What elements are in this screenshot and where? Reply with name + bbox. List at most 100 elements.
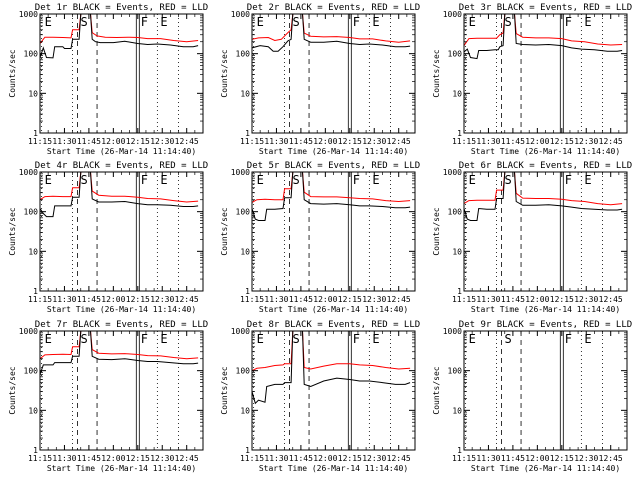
- x-tick-label: 11:45: [289, 454, 313, 463]
- marker-label: E: [469, 332, 476, 346]
- y-tick-label: 10: [240, 406, 250, 415]
- y-tick-label: 1: [457, 446, 462, 455]
- marker-label: E: [45, 332, 52, 346]
- plot-frame: [251, 171, 416, 292]
- x-tick-label: 12:15: [550, 137, 574, 146]
- panel-title: Det 2r BLACK = Events, RED = LLD: [247, 3, 420, 13]
- y-tick-label: 10: [240, 89, 250, 98]
- y-tick-label: 1000: [19, 10, 38, 19]
- lld-series-line: [464, 14, 623, 46]
- plot-frame: [251, 330, 416, 451]
- lld-series-line: [252, 331, 411, 372]
- marker-label: E: [257, 15, 264, 29]
- x-tick-label: 12:00: [101, 137, 125, 146]
- lld-series-line: [40, 172, 199, 203]
- x-tick-label: 11:30: [476, 295, 500, 304]
- y-tick-label: 1: [245, 446, 250, 455]
- y-tick-label: 1000: [443, 10, 462, 19]
- events-series-line: [252, 14, 411, 52]
- x-tick-label: 11:15: [240, 137, 264, 146]
- marker-label: S: [292, 15, 299, 29]
- y-axis-label: Counts/sec: [220, 366, 229, 414]
- x-tick-label: 12:00: [525, 454, 549, 463]
- y-axis-label: Counts/sec: [220, 49, 229, 97]
- marker-label: F: [141, 15, 148, 29]
- x-tick-label: 11:30: [52, 137, 76, 146]
- marker-label: S: [80, 15, 87, 29]
- x-tick-label: 12:15: [126, 454, 150, 463]
- y-axis-label: Counts/sec: [432, 207, 441, 255]
- y-axis-label: Counts/sec: [432, 49, 441, 97]
- x-axis-label: Start Time (26-Mar-14 11:14:40): [471, 147, 620, 156]
- y-tick-label: 1: [33, 287, 38, 296]
- y-axis-label: Counts/sec: [220, 207, 229, 255]
- marker-label: E: [257, 332, 264, 346]
- marker-label: F: [565, 15, 572, 29]
- x-tick-label: 11:45: [501, 137, 525, 146]
- y-tick-label: 100: [24, 367, 39, 376]
- x-tick-label: 12:00: [313, 137, 337, 146]
- x-tick-label: 12:00: [313, 454, 337, 463]
- x-tick-label: 12:00: [313, 295, 337, 304]
- events-series-line: [464, 172, 623, 221]
- marker-label: S: [504, 173, 511, 187]
- x-axis-label: Start Time (26-Mar-14 11:14:40): [471, 305, 620, 314]
- marker-label: E: [372, 173, 379, 187]
- plot-frame: [39, 13, 204, 134]
- x-tick-label: 12:45: [387, 295, 411, 304]
- y-tick-label: 1: [245, 287, 250, 296]
- events-series-line: [40, 172, 199, 218]
- marker-label: E: [160, 332, 167, 346]
- x-axis-label: Start Time (26-Mar-14 11:14:40): [47, 464, 196, 473]
- x-tick-label: 12:45: [387, 454, 411, 463]
- lld-series-line: [252, 14, 411, 43]
- marker-label: E: [469, 173, 476, 187]
- events-series-line: [40, 331, 199, 375]
- marker-label: S: [80, 173, 87, 187]
- marker-label: F: [141, 332, 148, 346]
- x-axis-label: Start Time (26-Mar-14 11:14:40): [471, 464, 620, 473]
- marker-label: S: [292, 332, 299, 346]
- x-tick-label: 12:30: [362, 295, 386, 304]
- x-tick-label: 11:30: [476, 454, 500, 463]
- panel-title: Det 6r BLACK = Events, RED = LLD: [459, 161, 632, 171]
- y-tick-label: 1000: [231, 168, 250, 177]
- x-tick-label: 12:45: [175, 137, 199, 146]
- x-tick-label: 12:15: [338, 454, 362, 463]
- x-tick-label: 11:30: [264, 454, 288, 463]
- marker-label: E: [584, 173, 591, 187]
- marker-label: E: [160, 15, 167, 29]
- y-tick-label: 100: [236, 50, 251, 59]
- y-tick-label: 1: [457, 287, 462, 296]
- lld-series-line: [40, 14, 199, 44]
- x-tick-label: 11:15: [28, 454, 52, 463]
- y-tick-label: 100: [24, 208, 39, 217]
- events-series-line: [252, 172, 411, 221]
- x-tick-label: 11:15: [28, 295, 52, 304]
- x-tick-label: 11:45: [289, 295, 313, 304]
- x-tick-label: 11:15: [452, 137, 476, 146]
- marker-label: E: [257, 173, 264, 187]
- panel-title: Det 4r BLACK = Events, RED = LLD: [35, 161, 208, 171]
- x-tick-label: 11:45: [77, 454, 101, 463]
- x-tick-label: 12:15: [550, 295, 574, 304]
- plot-frame: [463, 171, 628, 292]
- panel-title: Det 3r BLACK = Events, RED = LLD: [459, 3, 632, 13]
- marker-label: E: [584, 332, 591, 346]
- x-tick-label: 11:45: [501, 454, 525, 463]
- y-tick-label: 10: [452, 89, 462, 98]
- x-tick-label: 12:30: [362, 454, 386, 463]
- y-tick-label: 100: [448, 208, 463, 217]
- x-tick-label: 12:30: [150, 454, 174, 463]
- marker-label: S: [292, 173, 299, 187]
- x-tick-label: 12:15: [126, 137, 150, 146]
- plot-frame: [251, 13, 416, 134]
- y-tick-label: 100: [448, 50, 463, 59]
